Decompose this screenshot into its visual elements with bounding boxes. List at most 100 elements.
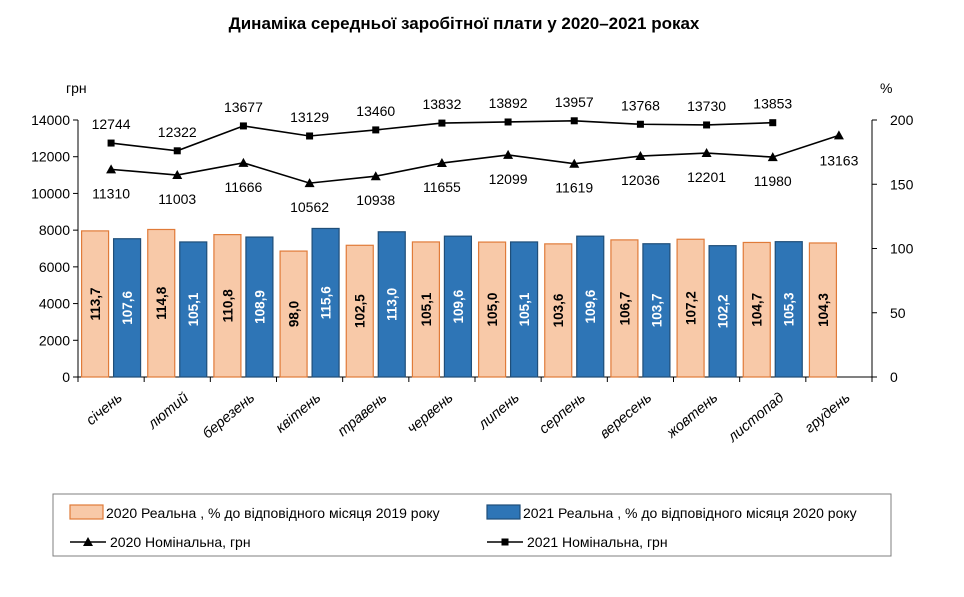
left-tick-label: 10000 bbox=[31, 185, 70, 201]
triangle-marker bbox=[635, 151, 646, 161]
legend: 2020 Реальна , % до відповідного місяця … bbox=[52, 493, 892, 557]
right-tick-label: 200 bbox=[890, 112, 914, 128]
bar bbox=[642, 243, 671, 378]
line-value-label: 13768 bbox=[621, 97, 660, 113]
square-marker bbox=[703, 121, 711, 129]
lines bbox=[106, 117, 844, 188]
bar bbox=[411, 241, 441, 378]
left-tick-label: 0 bbox=[62, 369, 70, 385]
bar bbox=[245, 236, 274, 378]
square-marker bbox=[173, 147, 181, 155]
category-label: липень bbox=[475, 390, 523, 434]
bar-value-label: 105,0 bbox=[485, 293, 500, 327]
line-value-label: 13129 bbox=[290, 109, 329, 125]
line-value-label: 13853 bbox=[753, 96, 792, 112]
line-value-label: 11310 bbox=[92, 185, 130, 201]
category-label: січень bbox=[83, 390, 125, 429]
triangle-marker bbox=[701, 148, 712, 158]
triangle-marker bbox=[569, 158, 580, 168]
category-label: червень bbox=[404, 390, 456, 437]
series-line bbox=[111, 134, 840, 184]
category-label: квітень bbox=[273, 390, 324, 437]
left-tick-label: 8000 bbox=[39, 222, 70, 238]
right-axis-unit: % bbox=[880, 80, 892, 96]
bar-value-label: 103,6 bbox=[551, 293, 566, 327]
data-labels: 11310 11003 11666 10562 10938 11655 12099 11619… bbox=[92, 94, 859, 215]
line-value-label: 11619 bbox=[555, 180, 593, 196]
line-value-label: 12099 bbox=[489, 171, 528, 187]
square-marker bbox=[107, 139, 115, 147]
legend-label: 2021 Реальна , % до відповідного місяця … bbox=[523, 505, 857, 521]
bar bbox=[610, 239, 639, 378]
chart-title: Динаміка середньої заробітної плати у 20… bbox=[229, 14, 700, 33]
legend-label: 2020 Реальна , % до відповідного місяця … bbox=[106, 505, 440, 521]
line-value-label: 11655 bbox=[423, 179, 461, 195]
bar-value-label: 114,8 bbox=[154, 286, 169, 320]
line-value-label: 13957 bbox=[555, 94, 594, 110]
line-value-label: 13677 bbox=[224, 99, 263, 115]
bar-value-label: 108,9 bbox=[252, 290, 267, 324]
legend-label: 2020 Номінальна, грн bbox=[110, 534, 251, 550]
bar bbox=[477, 241, 507, 378]
square-marker bbox=[769, 119, 777, 127]
bar-value-label: 105,1 bbox=[517, 292, 532, 326]
category-label: серпень bbox=[536, 390, 588, 438]
triangle-marker bbox=[304, 178, 315, 188]
bar bbox=[213, 234, 242, 378]
line-value-label: 13460 bbox=[356, 103, 395, 119]
bar-value-label: 104,3 bbox=[816, 293, 831, 327]
bar bbox=[544, 243, 573, 378]
left-axis-unit: грн bbox=[66, 80, 87, 96]
bar-value-label: 98,0 bbox=[287, 301, 302, 327]
legend-square-marker bbox=[501, 538, 509, 546]
category-label: листопад bbox=[725, 390, 788, 446]
left-tick-label: 6000 bbox=[39, 259, 70, 275]
right-tick-label: 100 bbox=[890, 241, 914, 257]
left-tick-label: 4000 bbox=[39, 296, 70, 312]
category-label: вересень bbox=[597, 390, 655, 442]
bar bbox=[774, 241, 803, 378]
bar-value-label: 104,7 bbox=[750, 293, 765, 327]
triangle-marker bbox=[503, 149, 514, 159]
square-marker bbox=[372, 126, 380, 134]
category-label: травень bbox=[335, 390, 390, 440]
category-label: жовтень bbox=[663, 390, 721, 442]
bar-value-label: 105,3 bbox=[782, 292, 797, 326]
right-tick-label: 50 bbox=[890, 305, 906, 321]
bar bbox=[576, 235, 605, 378]
bar bbox=[742, 241, 771, 378]
triangle-marker bbox=[767, 152, 778, 162]
bar-value-label: 113,0 bbox=[385, 288, 400, 321]
line-value-label: 12036 bbox=[621, 172, 660, 188]
square-marker bbox=[570, 117, 578, 125]
line-value-label: 10938 bbox=[356, 192, 395, 208]
bar bbox=[808, 242, 838, 378]
square-marker bbox=[438, 119, 446, 127]
right-tick-label: 0 bbox=[890, 369, 898, 385]
bar-value-label: 109,6 bbox=[583, 289, 598, 323]
bar bbox=[377, 231, 406, 378]
right-tick-label: 150 bbox=[890, 176, 914, 192]
bar bbox=[509, 241, 539, 378]
bar-value-label: 110,8 bbox=[220, 289, 235, 323]
square-marker bbox=[636, 120, 644, 128]
line-value-label: 13832 bbox=[422, 96, 461, 112]
bar-value-label: 107,2 bbox=[684, 291, 699, 325]
line-value-label: 13730 bbox=[687, 98, 726, 114]
square-marker bbox=[504, 118, 512, 126]
category-label: грудень bbox=[802, 390, 853, 437]
line-value-label: 11666 bbox=[224, 179, 262, 195]
bar bbox=[676, 238, 705, 378]
bar bbox=[345, 244, 374, 378]
bar-value-label: 105,1 bbox=[186, 292, 201, 326]
bar bbox=[311, 227, 340, 378]
legend-label: 2021 Номінальна, грн bbox=[527, 534, 668, 550]
line-value-label: 10562 bbox=[290, 199, 329, 215]
bar-value-label: 105,1 bbox=[419, 292, 434, 326]
line-value-label: 11003 bbox=[158, 191, 196, 207]
category-label: березень bbox=[200, 390, 258, 442]
bar bbox=[179, 241, 208, 378]
left-tick-label: 12000 bbox=[31, 149, 70, 165]
bar-value-label: 103,7 bbox=[649, 293, 664, 327]
